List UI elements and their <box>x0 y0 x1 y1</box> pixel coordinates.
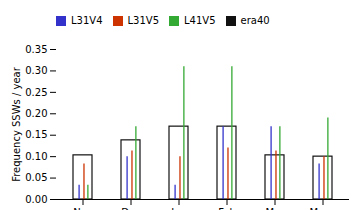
svg-text:0.35: 0.35 <box>25 44 47 55</box>
svg-text:0.20: 0.20 <box>25 108 47 119</box>
svg-text:0.30: 0.30 <box>25 65 47 76</box>
html-text:era40: era40 <box>240 15 270 26</box>
svg-text:0.10: 0.10 <box>25 151 47 162</box>
html-text:L41V5: L41V5 <box>184 15 216 26</box>
svg-text:Nov: Nov <box>73 207 93 210</box>
svg-text:Dec: Dec <box>121 207 140 210</box>
svg-text:0.25: 0.25 <box>25 87 47 98</box>
svg-text:Feb: Feb <box>218 207 236 210</box>
svg-text:Mean: Mean <box>309 207 336 210</box>
html-text:L31V4: L31V4 <box>71 15 103 26</box>
svg-text:Jan: Jan <box>170 207 186 210</box>
svg-text:0.15: 0.15 <box>25 129 47 140</box>
svg-text:Mar: Mar <box>266 207 286 210</box>
svg-text:Frequency SSWs / year: Frequency SSWs / year <box>11 66 22 182</box>
svg-text:0.00: 0.00 <box>25 194 47 205</box>
html-text:L31V5: L31V5 <box>127 15 159 26</box>
svg-text:0.05: 0.05 <box>25 172 47 183</box>
